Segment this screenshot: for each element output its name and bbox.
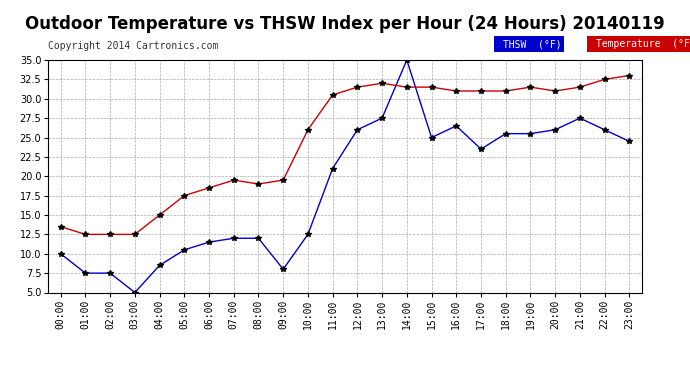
Text: THSW  (°F): THSW (°F) — [497, 39, 562, 50]
Text: Copyright 2014 Cartronics.com: Copyright 2014 Cartronics.com — [48, 41, 219, 51]
Text: Temperature  (°F): Temperature (°F) — [590, 39, 690, 50]
Text: Outdoor Temperature vs THSW Index per Hour (24 Hours) 20140119: Outdoor Temperature vs THSW Index per Ho… — [25, 15, 665, 33]
